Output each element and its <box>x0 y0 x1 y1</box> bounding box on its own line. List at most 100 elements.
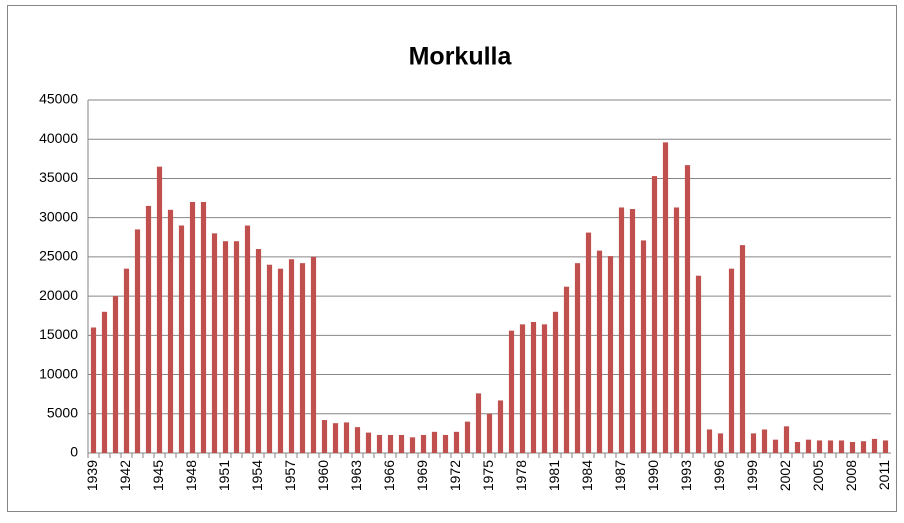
bar <box>167 209 174 453</box>
bar <box>728 268 735 453</box>
x-tick-label: 1978 <box>513 460 529 491</box>
bar <box>255 249 262 453</box>
x-tick-label: 1948 <box>183 460 199 491</box>
x-tick-label: 1945 <box>150 460 166 491</box>
bar <box>607 256 614 453</box>
x-tick-label: 1942 <box>117 460 133 491</box>
bar <box>838 440 845 453</box>
bar <box>321 420 328 453</box>
bar <box>552 311 559 453</box>
bar <box>156 166 163 453</box>
bar <box>134 229 141 453</box>
bar <box>354 427 361 453</box>
x-tick-label: 1957 <box>282 460 298 491</box>
bar <box>849 442 856 453</box>
bar <box>365 432 372 453</box>
bar <box>508 330 515 453</box>
bar <box>816 440 823 453</box>
x-tick-label: 1990 <box>645 460 661 491</box>
bar <box>387 434 394 453</box>
bar <box>662 142 669 454</box>
bar <box>530 321 537 453</box>
x-tick-label: 1966 <box>381 460 397 491</box>
bar <box>145 205 152 453</box>
bar <box>739 245 746 453</box>
bar <box>563 286 570 453</box>
bar <box>860 441 867 453</box>
bar <box>299 263 306 453</box>
x-tick-label: 1969 <box>414 460 430 491</box>
bar <box>453 431 460 453</box>
x-tick-label: 2005 <box>810 460 826 491</box>
chart-border <box>7 5 897 512</box>
x-tick-label: 1960 <box>315 460 331 491</box>
bar <box>475 393 482 453</box>
bar <box>464 421 471 453</box>
y-tick-label: 10000 <box>39 365 78 381</box>
bar <box>233 241 240 453</box>
bar <box>871 438 878 453</box>
x-tick-label: 1972 <box>447 460 463 491</box>
bar <box>376 434 383 453</box>
y-tick-label: 45000 <box>39 91 78 107</box>
chart-title: Morkulla <box>409 43 513 71</box>
x-tick-label: 1954 <box>249 460 265 491</box>
bar <box>266 264 273 453</box>
bar <box>519 324 526 453</box>
y-tick-label: 20000 <box>39 287 78 303</box>
y-tick-label: 35000 <box>39 169 78 185</box>
bar <box>90 327 97 453</box>
bar <box>343 422 350 453</box>
x-tick-label: 1981 <box>546 460 562 491</box>
x-tick-label: 1975 <box>480 460 496 491</box>
bar <box>750 433 757 453</box>
bar <box>310 256 317 453</box>
bar <box>585 232 592 453</box>
x-tick-label: 1951 <box>216 460 232 491</box>
x-tick-label: 1939 <box>84 460 100 491</box>
y-tick-label: 25000 <box>39 248 78 264</box>
bar <box>596 250 603 453</box>
bar <box>189 201 196 453</box>
bar <box>409 437 416 453</box>
bar <box>761 429 768 453</box>
x-tick-label: 2008 <box>843 460 859 491</box>
bar <box>112 296 119 453</box>
bar <box>717 433 724 453</box>
bar <box>178 225 185 453</box>
bar <box>640 240 647 453</box>
bar <box>222 241 229 453</box>
y-tick-label: 5000 <box>47 404 78 420</box>
x-tick-label: 1963 <box>348 460 364 491</box>
x-tick-label: 1987 <box>612 460 628 491</box>
x-tick-label: 1984 <box>579 460 595 491</box>
y-tick-label: 15000 <box>39 326 78 342</box>
bar <box>673 207 680 453</box>
x-tick-label: 2011 <box>876 460 892 490</box>
bar <box>618 207 625 453</box>
bar <box>200 201 207 453</box>
bar <box>783 426 790 453</box>
bar <box>277 268 284 453</box>
bar <box>629 209 636 453</box>
bar <box>574 263 581 453</box>
bar <box>420 434 427 453</box>
y-tick-label: 30000 <box>39 208 78 224</box>
bar <box>101 311 108 453</box>
x-tick-label: 1993 <box>678 460 694 491</box>
bar <box>772 439 779 453</box>
bar <box>211 233 218 453</box>
bar <box>541 324 548 453</box>
x-tick-label: 1999 <box>744 460 760 491</box>
bar <box>706 429 713 453</box>
bar <box>805 439 812 453</box>
bar <box>244 225 251 453</box>
bar <box>332 423 339 453</box>
bar <box>398 434 405 453</box>
y-tick-label: 0 <box>70 444 78 460</box>
bar <box>123 268 130 453</box>
bar <box>288 259 295 453</box>
bar <box>695 275 702 453</box>
bar <box>794 442 801 453</box>
